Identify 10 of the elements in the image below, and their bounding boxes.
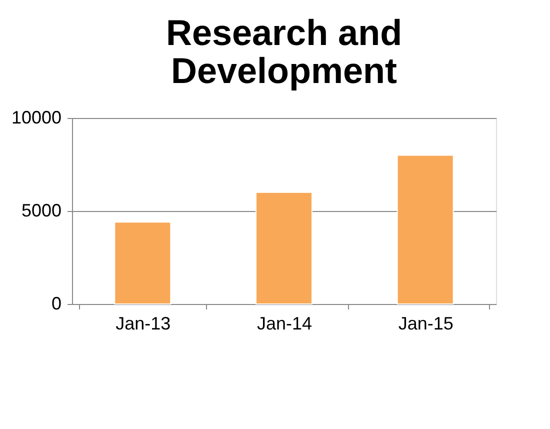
y-tick-label: 5000 [21, 200, 62, 220]
y-tick-label: 10000 [11, 108, 62, 128]
x-tick-label: Jan-13 [116, 314, 171, 334]
x-tick-label: Jan-14 [256, 314, 312, 334]
y-tick-label: 0 [51, 294, 62, 314]
bar [396, 154, 454, 304]
x-tick-label: Jan-15 [398, 314, 454, 334]
bar [114, 222, 172, 304]
chart-title: Research and Development [166, 12, 402, 91]
bar [256, 192, 312, 304]
